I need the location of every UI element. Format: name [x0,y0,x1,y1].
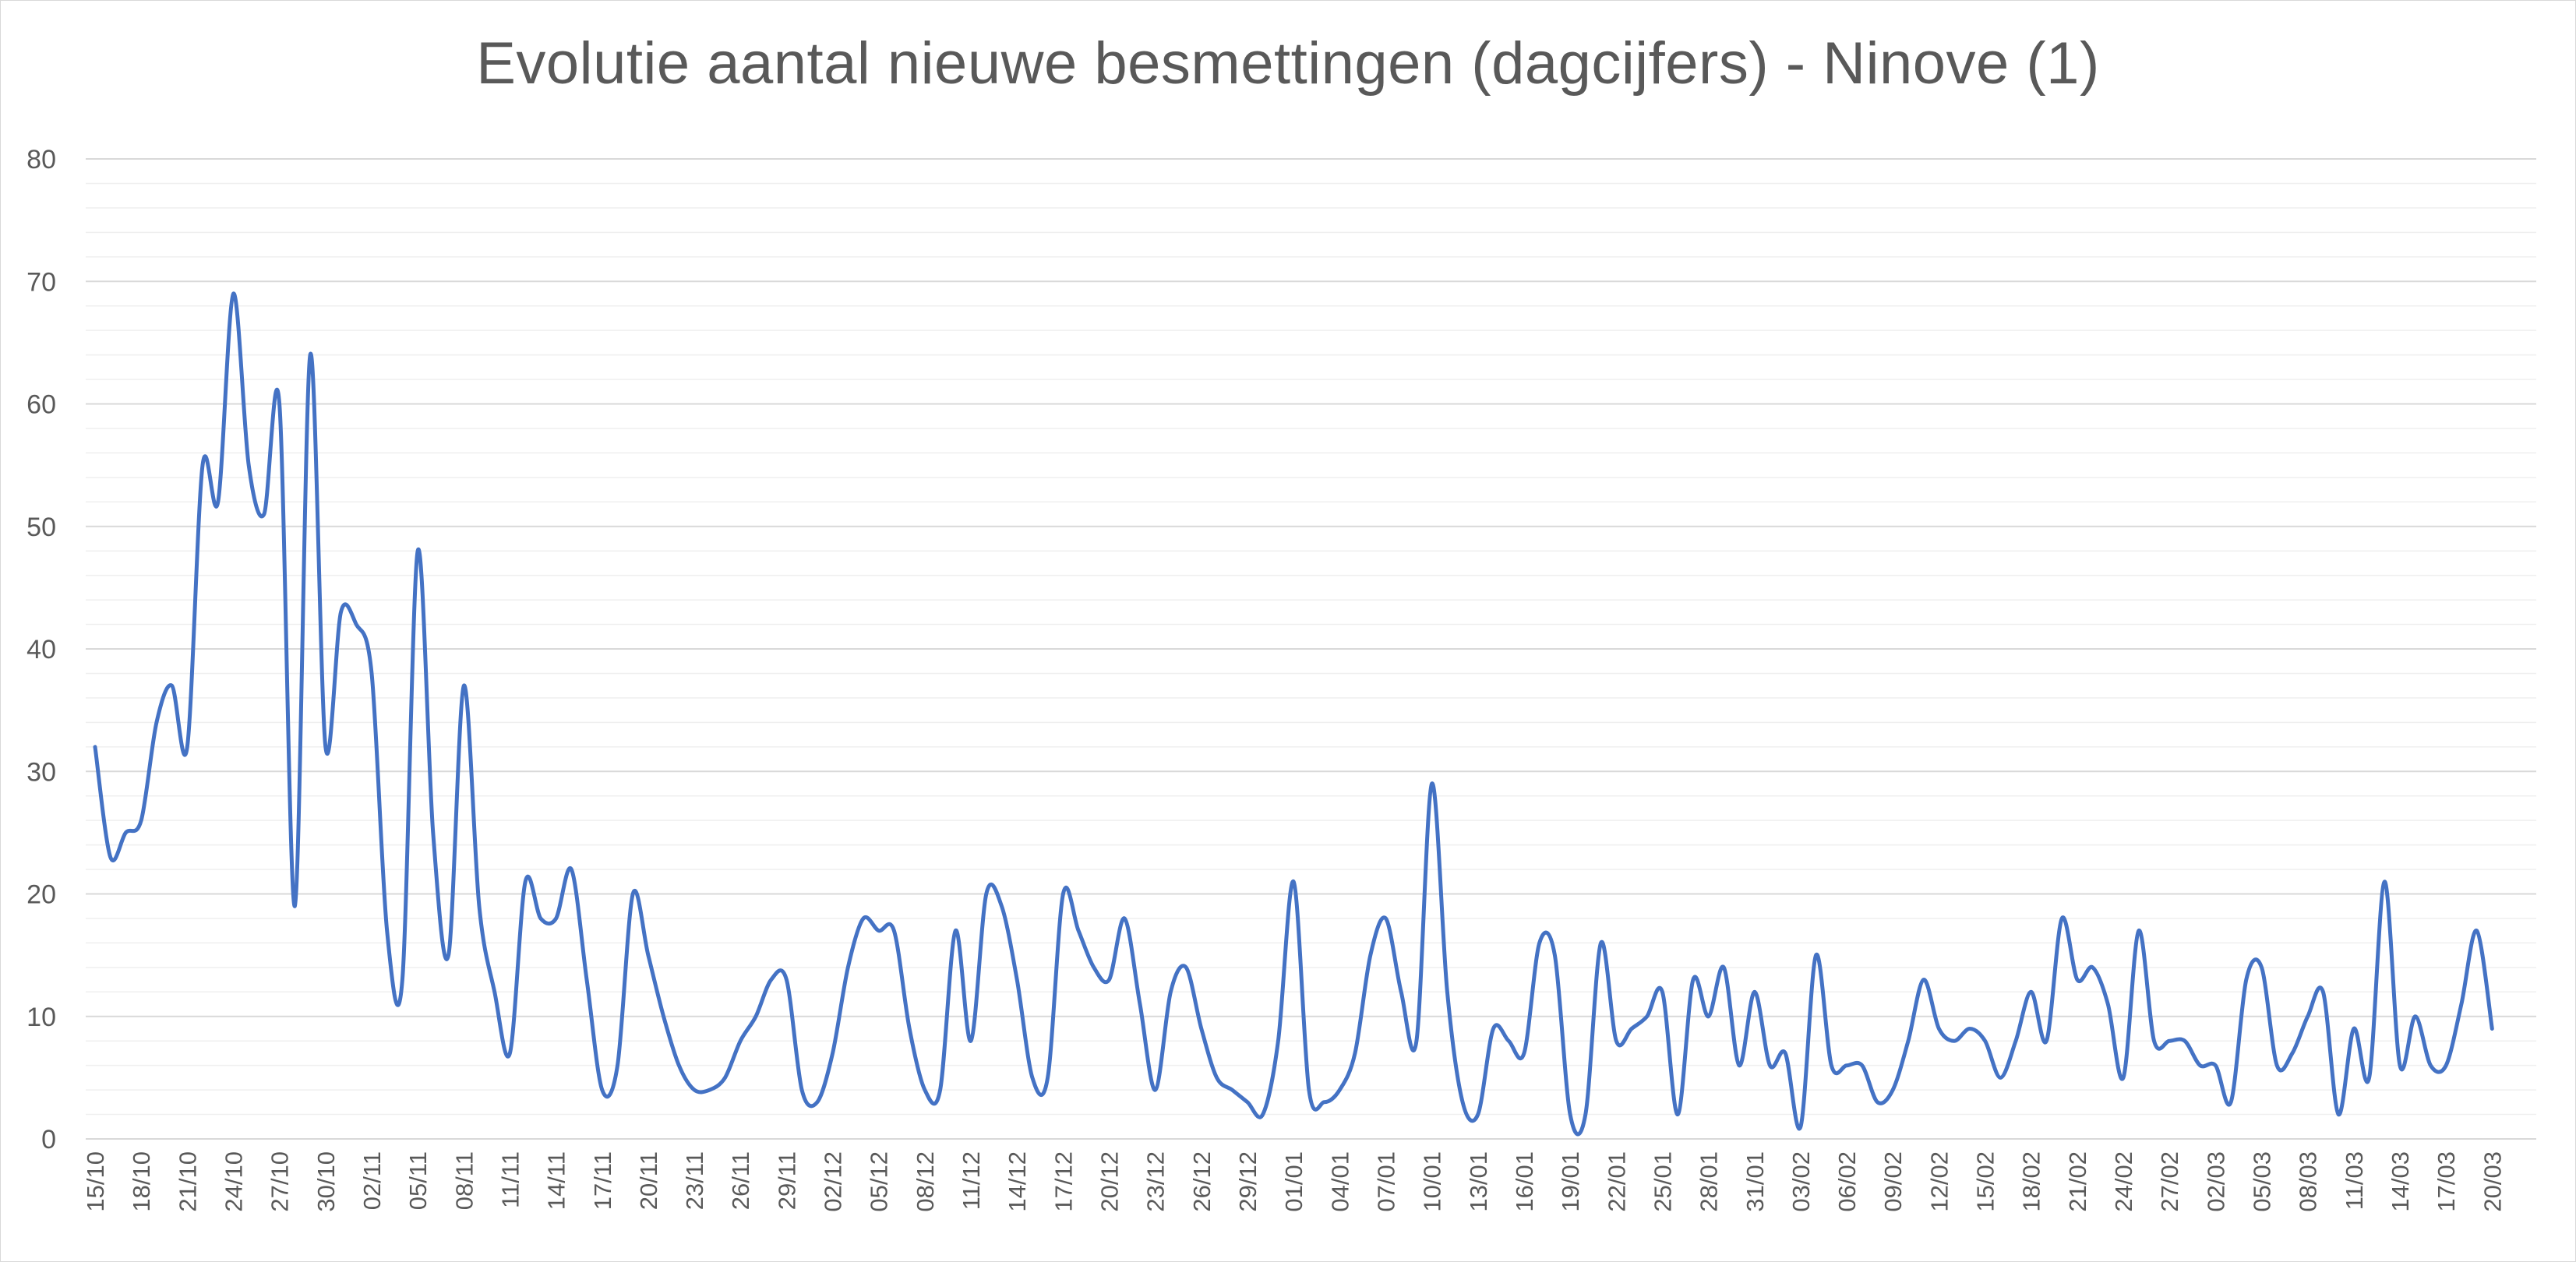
x-tick-label: 24/10 [220,1151,247,1212]
x-tick-label: 15/02 [1972,1151,1999,1212]
x-tick-label: 08/11 [450,1151,478,1210]
x-tick-label: 18/10 [128,1151,155,1212]
y-tick-label: 60 [26,390,56,420]
x-tick-label: 25/01 [1649,1151,1676,1212]
y-tick-label: 30 [26,757,56,787]
x-tick-label: 05/11 [404,1151,432,1210]
x-tick-label: 17/11 [589,1151,616,1210]
x-tick-label: 11/11 [496,1151,524,1208]
x-tick-label: 14/03 [2387,1151,2414,1212]
x-tick-label: 26/12 [1188,1151,1216,1212]
y-tick-label: 20 [26,880,56,910]
y-tick-label: 80 [26,145,56,174]
x-tick-label: 20/03 [2479,1151,2506,1212]
x-tick-label: 14/12 [1004,1151,1031,1212]
x-tick-label: 23/11 [681,1151,708,1210]
x-tick-label: 30/10 [312,1151,340,1212]
x-tick-label: 05/03 [2249,1151,2276,1212]
x-tick-label: 10/01 [1419,1151,1446,1212]
x-tick-label: 11/12 [958,1151,985,1210]
x-tick-label: 11/03 [2341,1151,2368,1210]
x-tick-label: 29/11 [773,1151,800,1210]
major-gridlines [86,158,2536,1140]
x-tick-label: 13/01 [1465,1151,1492,1212]
y-tick-label: 50 [26,513,56,542]
x-tick-label: 04/01 [1326,1151,1353,1212]
x-tick-label: 05/12 [866,1151,893,1212]
series-layer [93,291,2494,1137]
x-tick-label: 24/02 [2110,1151,2137,1212]
x-tick-label: 01/01 [1280,1151,1307,1212]
x-axis-tick-labels: 15/10 18/10 21/10 24/10 27/10 30/10 02/11 05/11… [82,1151,2506,1212]
x-tick-label: 17/03 [2433,1151,2460,1212]
x-tick-label: 15/10 [82,1151,109,1212]
x-tick-label: 29/12 [1234,1151,1262,1212]
x-tick-label: 31/01 [1741,1151,1769,1212]
x-tick-label: 20/12 [1096,1151,1124,1212]
x-tick-label: 16/01 [1511,1151,1538,1212]
x-tick-label: 14/11 [543,1151,570,1210]
x-tick-label: 28/01 [1696,1151,1723,1212]
x-tick-label: 08/12 [912,1151,939,1212]
x-tick-label: 23/12 [1142,1151,1170,1212]
x-tick-label: 06/02 [1833,1151,1861,1212]
y-tick-label: 10 [26,1003,56,1032]
x-tick-label: 12/02 [1925,1151,1953,1212]
x-tick-label: 20/11 [635,1151,662,1210]
x-tick-label: 09/02 [1879,1151,1907,1212]
x-tick-label: 26/11 [727,1151,754,1210]
x-tick-label: 17/12 [1050,1151,1077,1212]
x-tick-label: 02/03 [2202,1151,2229,1212]
series-line [93,291,2494,1137]
x-tick-label: 02/12 [820,1151,847,1212]
chart-title: Evolutie aantal nieuwe besmettingen (dag… [476,30,2100,97]
x-tick-label: 27/02 [2156,1151,2183,1212]
y-tick-label: 40 [26,635,56,664]
x-tick-label: 21/02 [2064,1151,2091,1212]
y-axis-tick-labels: 0 10 20 30 40 50 60 70 80 [26,145,56,1154]
x-tick-label: 19/01 [1557,1151,1584,1212]
y-tick-label: 70 [26,267,56,297]
x-tick-label: 03/02 [1787,1151,1815,1212]
x-tick-label: 18/02 [2018,1151,2045,1212]
x-tick-label: 08/03 [2295,1151,2322,1212]
x-tick-label: 22/01 [1603,1151,1630,1212]
x-tick-label: 21/10 [174,1151,201,1212]
x-tick-label: 27/10 [266,1151,294,1212]
y-tick-label: 0 [41,1125,56,1154]
x-tick-label: 02/11 [358,1151,386,1210]
x-tick-label: 07/01 [1372,1151,1399,1212]
